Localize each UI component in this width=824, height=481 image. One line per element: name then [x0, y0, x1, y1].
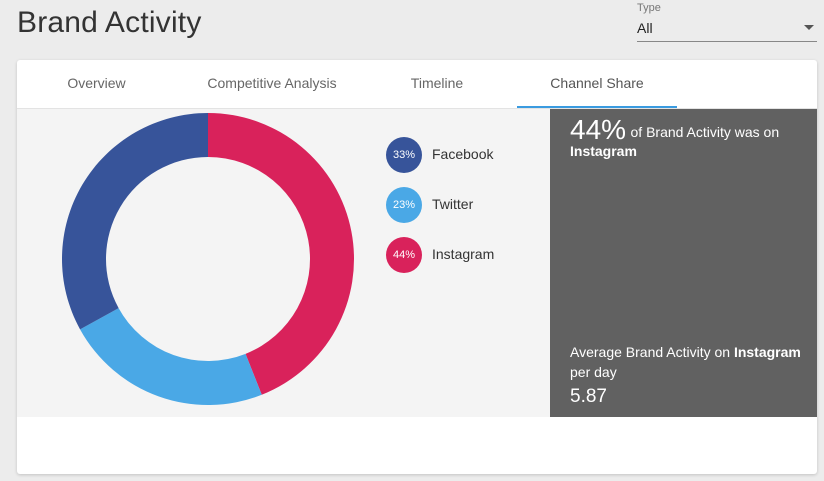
legend-label-instagram: Instagram — [432, 246, 495, 262]
insight-channel: Instagram — [570, 143, 637, 159]
average-prefix: Average Brand Activity on — [570, 344, 731, 360]
type-select-label: Type — [637, 2, 661, 14]
average-activity-label: Average Brand Activity on Instagram per … — [570, 342, 810, 382]
tab-timeline[interactable]: Timeline — [410, 75, 464, 91]
type-select[interactable]: Type All — [637, 2, 817, 42]
channel-share-content: 33% Facebook 23% Twitter 44% Instagram 4… — [17, 109, 817, 417]
insight-text: of Brand Activity was on — [630, 124, 780, 140]
legend-badge-twitter: 23% — [386, 187, 422, 223]
tab-overview[interactable]: Overview — [67, 75, 126, 91]
donut-slice-instagram — [208, 113, 355, 395]
donut-slice-twitter — [80, 308, 262, 406]
insight-headline: 44% of Brand Activity was on Instagram — [570, 116, 810, 161]
legend-label-facebook: Facebook — [432, 146, 494, 162]
legend-badge-facebook: 33% — [386, 137, 422, 173]
dropdown-arrow-icon — [804, 25, 814, 30]
average-activity-value: 5.87 — [570, 386, 607, 407]
legend-badge-instagram: 44% — [386, 237, 422, 273]
average-channel: Instagram — [733, 344, 801, 360]
page-title: Brand Activity — [17, 6, 202, 39]
select-underline — [637, 41, 817, 42]
donut-chart — [62, 113, 355, 406]
type-select-value: All — [637, 20, 653, 36]
insight-panel: 44% of Brand Activity was on Instagram A… — [550, 109, 817, 417]
tab-channel-share[interactable]: Channel Share — [517, 60, 677, 108]
tab-bar: Overview Competitive Analysis Timeline C… — [17, 60, 817, 109]
channel-share-card: Overview Competitive Analysis Timeline C… — [17, 60, 817, 474]
insight-percent: 44% — [570, 114, 627, 145]
legend-label-twitter: Twitter — [432, 196, 474, 212]
average-suffix: per day — [570, 364, 617, 380]
tab-competitive-analysis[interactable]: Competitive Analysis — [207, 75, 337, 91]
donut-slice-facebook — [62, 113, 209, 330]
